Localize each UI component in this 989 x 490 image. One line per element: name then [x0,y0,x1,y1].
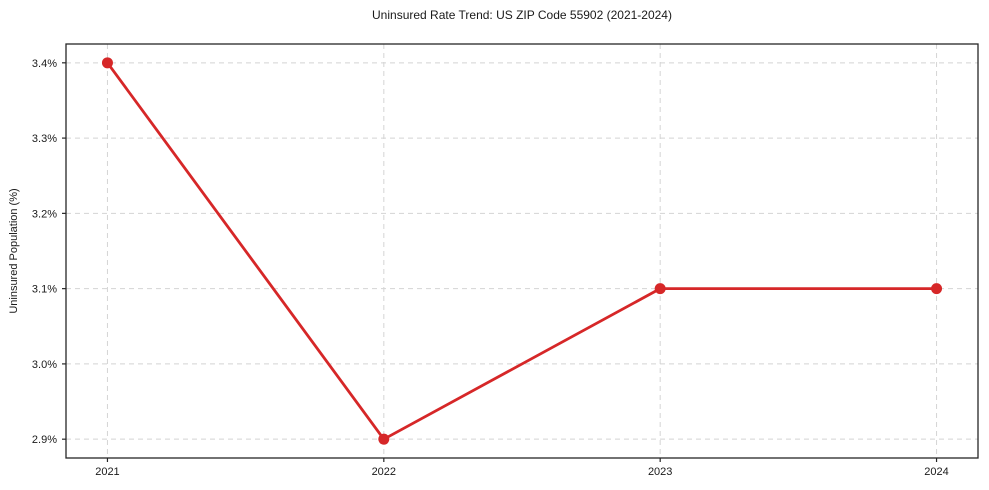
y-tick-label: 3.1% [32,284,57,296]
data-point [101,57,113,69]
data-point [931,283,943,295]
x-tick-label: 2024 [924,466,948,478]
plot-border [65,43,979,459]
x-tick-label: 2022 [372,466,396,478]
data-point [654,283,666,295]
data-point [378,433,390,445]
x-tick-label: 2021 [95,466,119,478]
trend-line [106,61,938,441]
y-tick-label: 2.9% [32,434,57,446]
plot-area [66,44,978,458]
chart-title: Uninsured Rate Trend: US ZIP Code 55902 … [372,8,672,22]
y-tick-label: 3.2% [32,208,57,220]
y-tick-label: 3.0% [32,359,57,371]
y-tick-label: 3.3% [32,133,57,145]
y-tick-label: 3.4% [32,58,57,70]
x-tick-label: 2023 [648,466,672,478]
